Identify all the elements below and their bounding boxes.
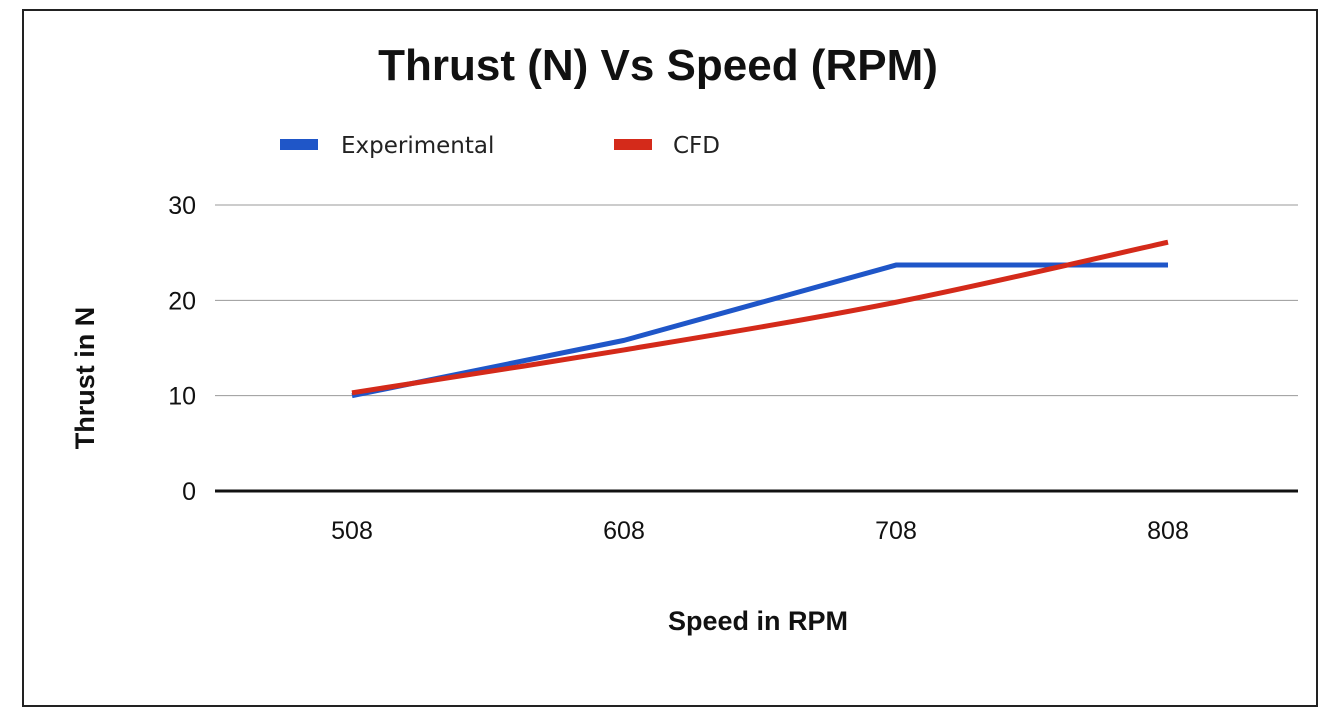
x-tick-label: 608 bbox=[603, 517, 645, 545]
series-line-cfd bbox=[351, 239, 1169, 396]
y-tick-label: 20 bbox=[168, 287, 196, 315]
legend-swatch-cfd bbox=[614, 139, 652, 150]
x-axis-title: Speed in RPM bbox=[668, 606, 848, 636]
chart-frame bbox=[22, 9, 1318, 707]
series bbox=[351, 239, 1169, 399]
y-axis-ticks: 0 10 20 30 bbox=[168, 192, 196, 506]
legend: Experimental CFD bbox=[280, 133, 720, 159]
y-tick-label: 0 bbox=[182, 478, 196, 506]
gridlines bbox=[215, 204, 1298, 397]
y-tick-label: 10 bbox=[168, 383, 196, 411]
y-tick-label: 30 bbox=[168, 192, 196, 220]
x-tick-label: 808 bbox=[1147, 517, 1189, 545]
series-line-experimental bbox=[351, 262, 1168, 399]
x-tick-label: 508 bbox=[331, 517, 373, 545]
y-axis-title: Thrust in N bbox=[70, 307, 100, 450]
legend-swatch-experimental bbox=[280, 139, 318, 150]
legend-label-experimental: Experimental bbox=[341, 133, 494, 159]
x-axis-ticks: 508 608 708 808 bbox=[331, 517, 1189, 545]
x-tick-label: 708 bbox=[875, 517, 917, 545]
legend-label-cfd: CFD bbox=[673, 133, 720, 159]
chart-title: Thrust (N) Vs Speed (RPM) bbox=[378, 41, 938, 90]
